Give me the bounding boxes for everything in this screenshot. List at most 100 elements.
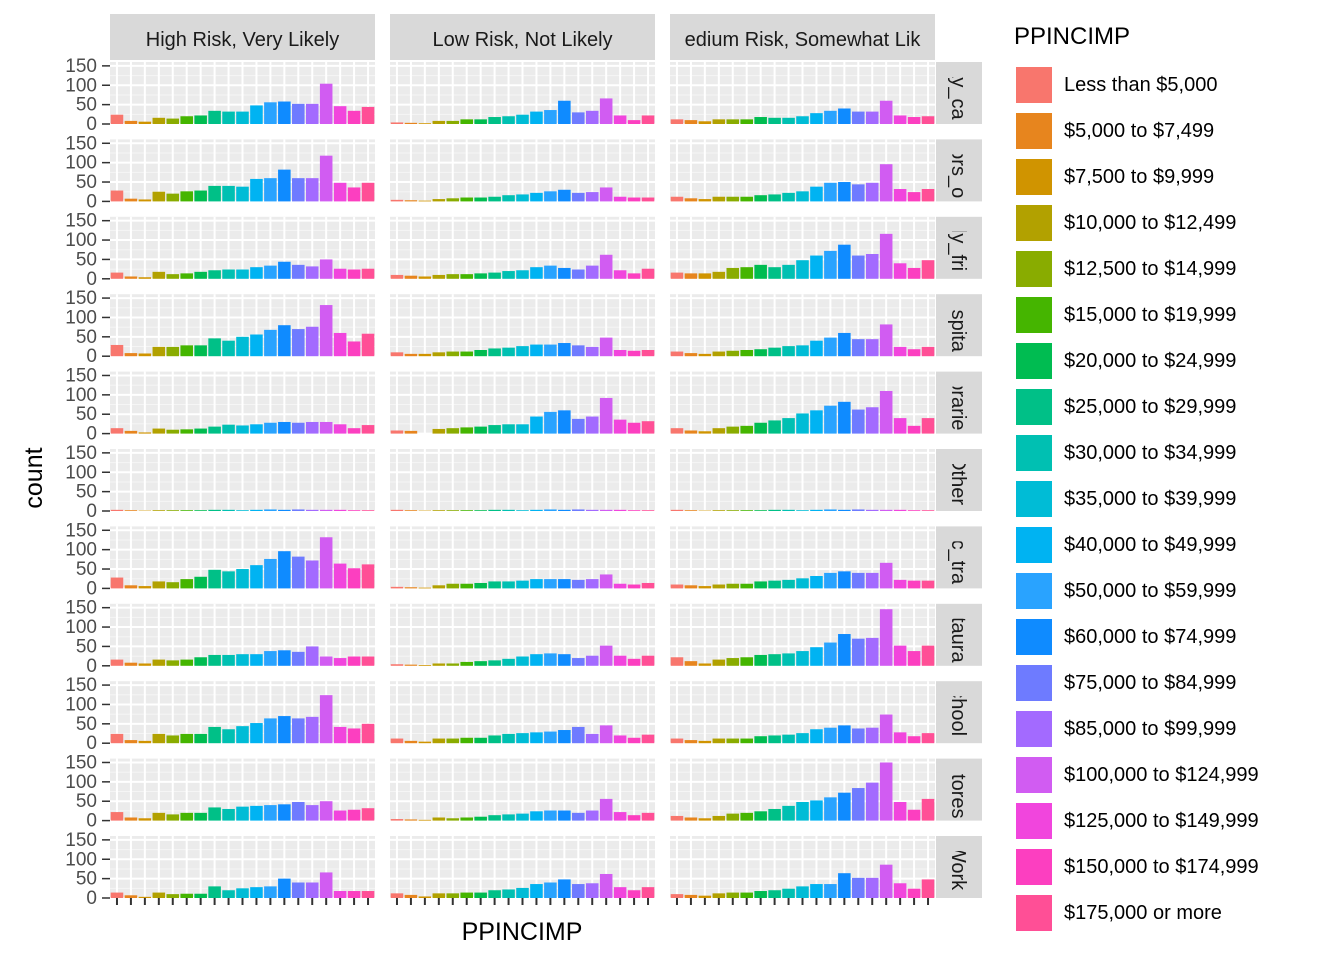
bar bbox=[516, 346, 529, 357]
bar bbox=[740, 267, 753, 279]
bar bbox=[754, 654, 767, 666]
bar bbox=[264, 805, 277, 821]
bar bbox=[810, 410, 823, 434]
bar bbox=[347, 891, 361, 898]
bar bbox=[390, 199, 404, 202]
bar bbox=[236, 726, 249, 744]
bar bbox=[474, 816, 487, 821]
y-tick-label: 100 bbox=[65, 772, 97, 793]
bar bbox=[250, 887, 263, 898]
bar bbox=[684, 430, 698, 434]
bar bbox=[474, 661, 487, 666]
bar bbox=[810, 800, 823, 821]
bar bbox=[768, 509, 781, 511]
bar bbox=[138, 353, 152, 357]
bar bbox=[516, 656, 529, 666]
bar bbox=[319, 259, 333, 279]
bar bbox=[516, 510, 529, 511]
row-strip bbox=[936, 681, 982, 744]
bar bbox=[907, 809, 921, 821]
bar bbox=[768, 267, 781, 279]
bar bbox=[698, 199, 712, 202]
bar bbox=[152, 191, 166, 202]
bar bbox=[333, 424, 347, 434]
bar bbox=[319, 155, 333, 202]
bar bbox=[502, 889, 515, 898]
y-tick-label: 50 bbox=[76, 714, 97, 735]
bar bbox=[222, 340, 235, 357]
bar bbox=[404, 275, 418, 279]
legend-label: $125,000 to $149,999 bbox=[1064, 809, 1259, 832]
bar bbox=[670, 657, 684, 666]
bar bbox=[921, 733, 935, 744]
bar bbox=[740, 196, 753, 202]
bar bbox=[698, 895, 712, 898]
bar bbox=[347, 510, 361, 511]
bar bbox=[333, 106, 347, 124]
legend-item: $40,000 to $49,999 bbox=[1014, 522, 1334, 568]
bar bbox=[641, 655, 655, 666]
bar bbox=[333, 810, 347, 821]
bar bbox=[404, 587, 418, 589]
bar bbox=[222, 571, 235, 589]
bar bbox=[319, 305, 333, 357]
bar bbox=[670, 351, 684, 357]
bar bbox=[698, 431, 712, 434]
bar bbox=[907, 267, 921, 279]
bar bbox=[726, 658, 740, 666]
bar bbox=[670, 815, 684, 821]
bar bbox=[796, 116, 809, 124]
y-tick-label: 50 bbox=[76, 791, 97, 812]
row-strip-label: ospita bbox=[947, 299, 969, 353]
bar bbox=[572, 658, 585, 666]
bar bbox=[250, 654, 263, 666]
legend-key-swatch bbox=[1014, 709, 1054, 749]
bar bbox=[432, 352, 446, 357]
bar bbox=[558, 879, 571, 898]
bar bbox=[627, 422, 641, 434]
bar bbox=[319, 801, 333, 821]
bar bbox=[768, 808, 781, 821]
bar bbox=[530, 732, 543, 744]
bar bbox=[152, 581, 166, 589]
bar bbox=[907, 349, 921, 357]
bar bbox=[236, 888, 249, 898]
bar bbox=[152, 892, 166, 898]
bar bbox=[865, 182, 879, 202]
row-strip-label: ibrarie bbox=[947, 375, 969, 431]
bar bbox=[264, 178, 277, 202]
bar bbox=[250, 509, 263, 511]
bar bbox=[460, 892, 473, 898]
bar bbox=[110, 190, 124, 202]
legend-item: $175,000 or more bbox=[1014, 890, 1334, 936]
bar bbox=[641, 350, 655, 357]
bar bbox=[474, 892, 487, 898]
bar bbox=[460, 197, 473, 202]
legend-key-swatch bbox=[1014, 617, 1054, 657]
bar bbox=[641, 421, 655, 434]
bar bbox=[432, 510, 446, 511]
bar bbox=[236, 510, 249, 511]
bar bbox=[879, 390, 893, 434]
bar bbox=[418, 587, 432, 589]
bar bbox=[796, 413, 809, 434]
bar bbox=[754, 510, 767, 511]
bar bbox=[782, 346, 795, 357]
bar bbox=[516, 424, 529, 434]
bar bbox=[488, 890, 501, 898]
bar bbox=[893, 509, 907, 511]
y-tick-label: 150 bbox=[65, 365, 97, 386]
bar bbox=[810, 340, 823, 357]
bar bbox=[488, 509, 501, 511]
bar bbox=[893, 579, 907, 589]
bar bbox=[194, 428, 207, 434]
bar bbox=[222, 424, 235, 434]
bar bbox=[166, 193, 180, 202]
bar bbox=[333, 268, 347, 279]
bar bbox=[796, 260, 809, 279]
bar bbox=[474, 119, 487, 124]
y-tick-label: 150 bbox=[65, 133, 97, 154]
bar bbox=[432, 199, 446, 202]
bar bbox=[684, 198, 698, 202]
